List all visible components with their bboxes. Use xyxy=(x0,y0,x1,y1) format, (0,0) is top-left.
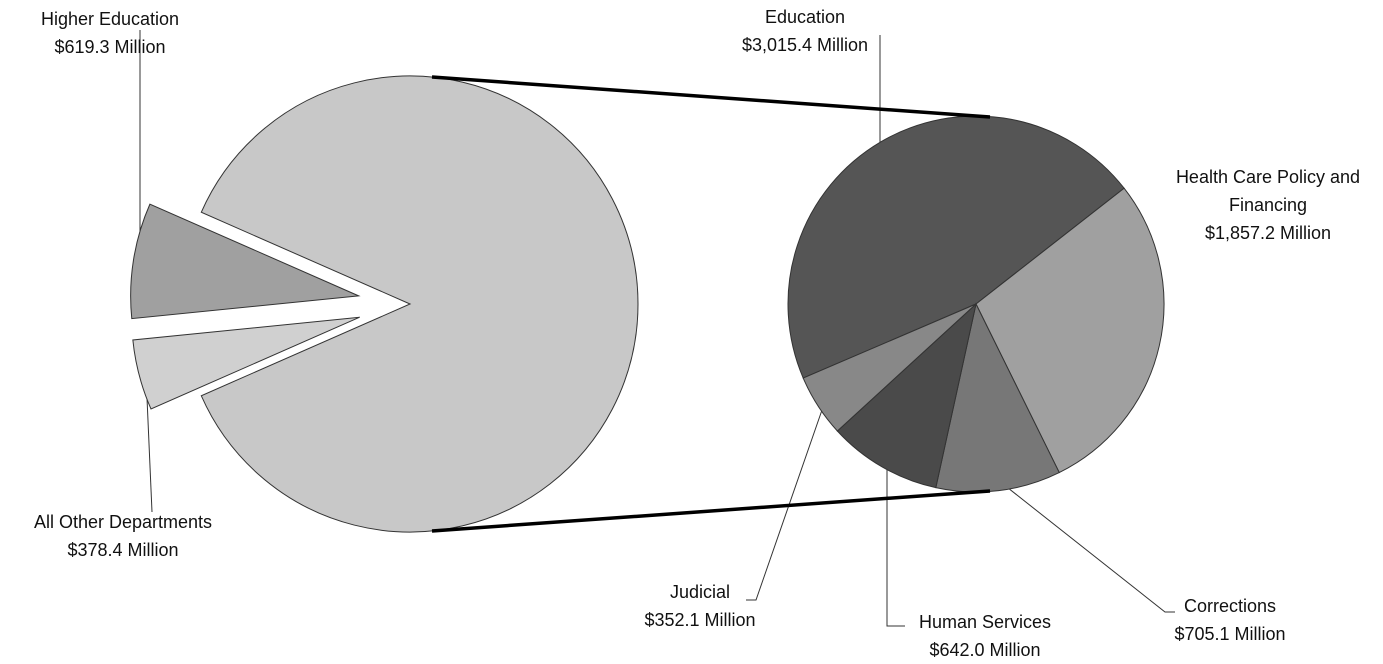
pie-slice xyxy=(132,316,360,410)
label-name: Education xyxy=(764,7,846,27)
leader-line xyxy=(1002,483,1175,613)
pie-slice xyxy=(836,302,977,489)
label-value: $619.3 Million xyxy=(54,37,166,57)
pie-slice xyxy=(802,303,977,432)
data-label: Corrections $705.1 Million xyxy=(1135,592,1325,648)
label-value: $1,857.2 Million xyxy=(1204,223,1332,243)
label-name: Higher Education xyxy=(40,9,180,29)
data-label: Judicial $352.1 Million xyxy=(600,578,800,634)
label-value: $3,015.4 Million xyxy=(741,35,869,55)
connector-line xyxy=(431,489,991,533)
pie-slice xyxy=(935,302,1060,493)
leader-line xyxy=(746,409,823,601)
data-label: Health Care Policy and Financing $1,857.2… xyxy=(1148,163,1383,247)
pie-slice xyxy=(200,75,639,533)
label-name: All Other Departments xyxy=(33,512,213,532)
leader-line xyxy=(146,397,153,513)
leader-line xyxy=(886,468,905,627)
data-label: Higher Education $619.3 Million xyxy=(10,5,210,61)
data-label: Human Services $642.0 Million xyxy=(880,608,1090,664)
label-name: Health Care Policy and Financing xyxy=(1175,167,1361,215)
pie-slice xyxy=(130,203,361,320)
connector-line xyxy=(431,75,991,119)
label-value: $705.1 Million xyxy=(1174,624,1286,644)
pie-slice xyxy=(975,187,1165,474)
data-label: Education $3,015.4 Million xyxy=(705,3,905,59)
pie-slice xyxy=(787,115,1125,379)
label-name: Human Services xyxy=(918,612,1052,632)
label-value: $352.1 Million xyxy=(644,610,756,630)
label-name: Judicial xyxy=(669,582,731,602)
data-label: All Other Departments $378.4 Million xyxy=(3,508,243,564)
label-name: Corrections xyxy=(1183,596,1277,616)
label-value: $642.0 Million xyxy=(929,640,1041,660)
label-value: $378.4 Million xyxy=(67,540,179,560)
